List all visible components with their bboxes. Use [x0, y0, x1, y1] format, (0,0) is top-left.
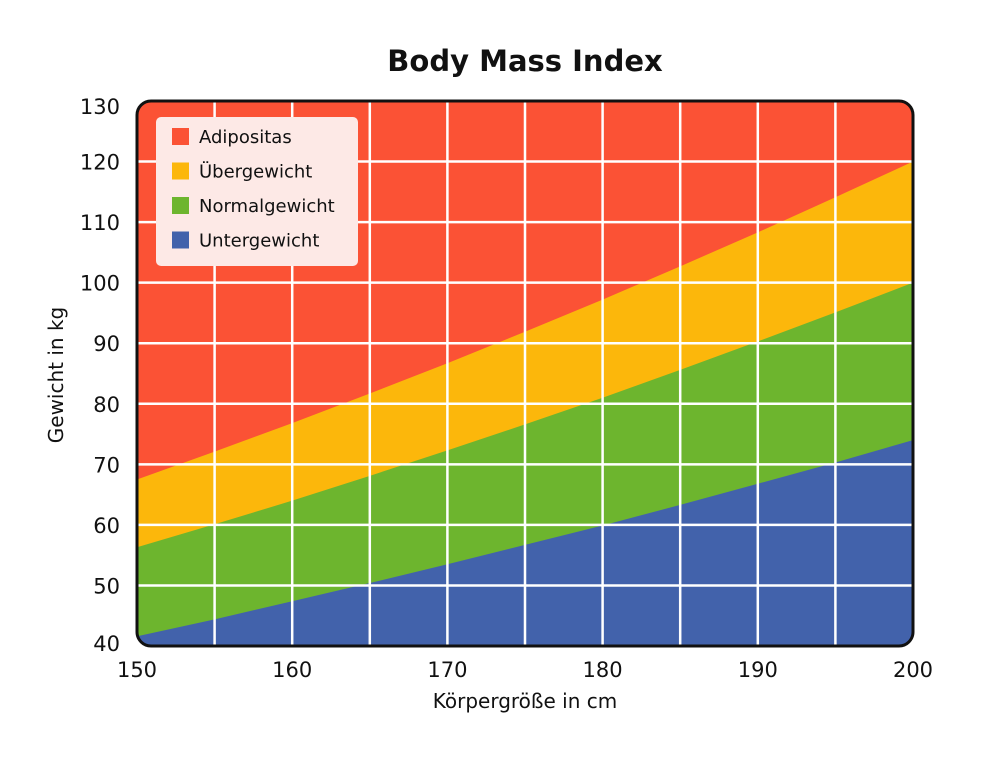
x-tick-label: 180 — [583, 658, 623, 682]
x-axis: 150 160 170 180 190 200 — [117, 658, 933, 682]
x-tick-label: 150 — [117, 658, 157, 682]
y-tick-label: 130 — [80, 95, 120, 119]
x-tick-label: 200 — [893, 658, 933, 682]
x-tick-label: 170 — [427, 658, 467, 682]
legend-label: Untergewicht — [199, 231, 319, 252]
y-tick-label: 100 — [80, 272, 120, 296]
y-tick-label: 50 — [93, 574, 120, 598]
y-tick-label: 110 — [80, 211, 120, 235]
x-tick-label: 160 — [272, 658, 312, 682]
legend-swatch — [172, 197, 189, 214]
legend-label: Normalgewicht — [199, 196, 335, 217]
legend-label: Übergewicht — [199, 161, 312, 183]
y-axis: 40 50 60 70 80 90 100 110 120 130 — [80, 95, 120, 656]
x-axis-label: Körpergröße in cm — [433, 689, 618, 713]
plot-area — [137, 101, 913, 646]
chart-title: Body Mass Index — [387, 44, 663, 78]
y-tick-label: 40 — [93, 632, 120, 656]
legend-swatch — [172, 231, 189, 249]
legend: Adipositas Übergewicht Normalgewicht Unterg… — [156, 117, 358, 266]
legend-swatch — [172, 162, 189, 180]
y-tick-label: 60 — [93, 514, 120, 538]
y-axis-label: Gewicht in kg — [44, 307, 68, 443]
x-tick-label: 190 — [738, 658, 778, 682]
plot-border — [135, 99, 915, 648]
y-tick-label: 70 — [93, 453, 120, 477]
y-tick-label: 80 — [93, 393, 120, 417]
y-tick-label: 90 — [93, 332, 120, 356]
legend-box — [156, 117, 358, 266]
legend-swatch — [172, 128, 189, 145]
legend-label: Adipositas — [199, 127, 292, 148]
y-tick-label: 120 — [80, 151, 120, 175]
